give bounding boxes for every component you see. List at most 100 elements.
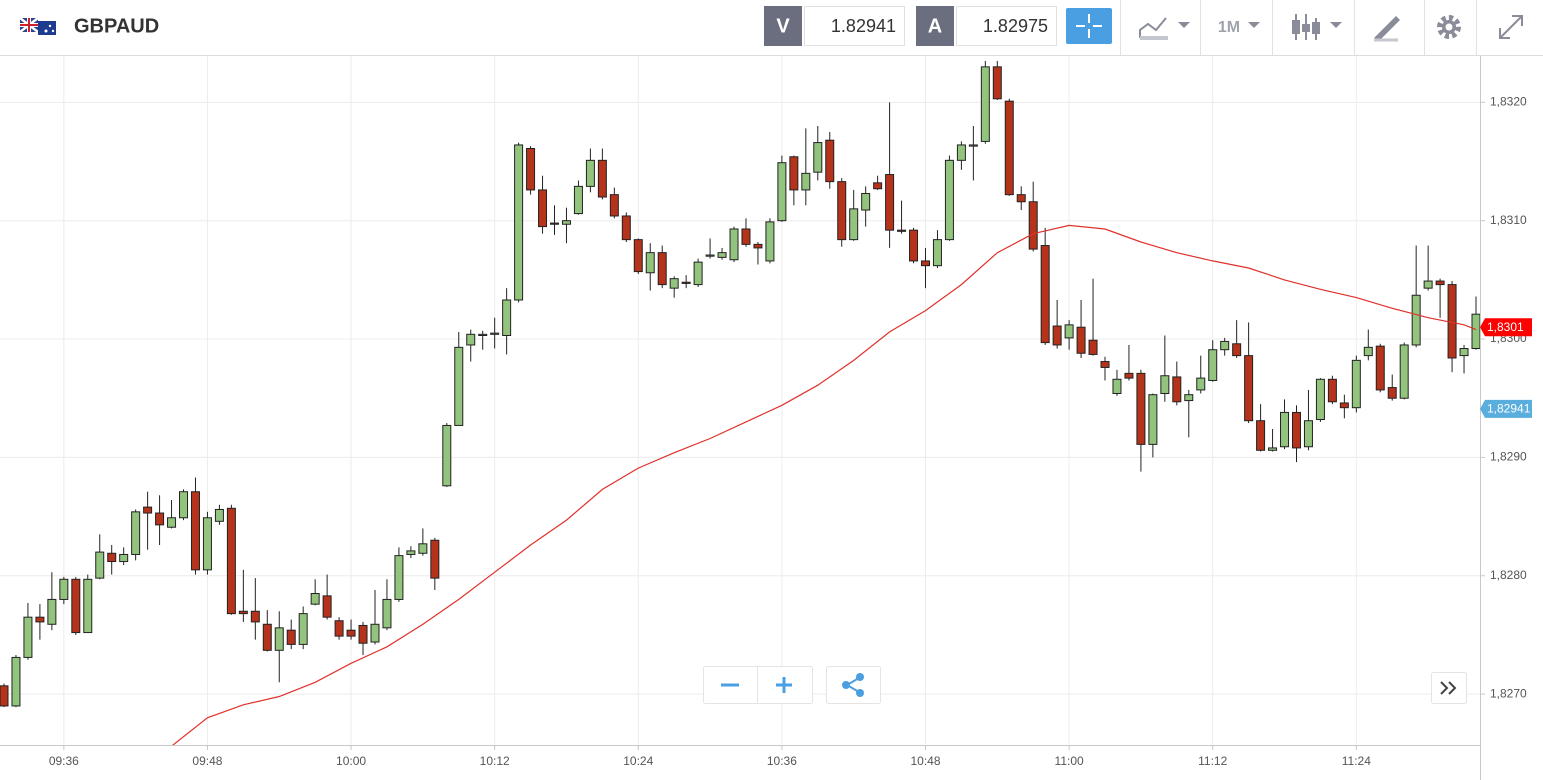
candle-body — [873, 182, 883, 190]
zoom-in-button[interactable] — [776, 677, 792, 693]
candle-body — [1136, 372, 1146, 445]
share-button[interactable] — [826, 666, 881, 704]
x-tick-label: 11:24 — [1342, 754, 1371, 768]
candle-body — [1303, 420, 1313, 448]
candle-body — [502, 299, 512, 336]
candle-body — [167, 517, 177, 528]
candle-body — [514, 144, 524, 301]
chart-type-button[interactable] — [1139, 17, 1190, 40]
candle-body — [1471, 313, 1480, 350]
candle-body — [1076, 326, 1086, 354]
candle-body — [897, 229, 907, 232]
crosshair-button[interactable] — [1066, 8, 1112, 44]
candle-body — [526, 147, 536, 191]
candle-body — [1208, 349, 1218, 381]
bid-label-box — [764, 6, 802, 46]
y-tick-label: 1,8290 — [1490, 450, 1527, 464]
candle-body — [1315, 378, 1325, 421]
candle-body — [1327, 378, 1337, 403]
candle-body — [1280, 411, 1290, 448]
candle-body — [1184, 394, 1194, 402]
bid-price: 1.82941 — [831, 16, 896, 36]
fullscreen-button[interactable] — [1499, 15, 1523, 39]
candle-body — [645, 252, 655, 274]
candle-body — [334, 620, 344, 637]
candle-body — [609, 194, 619, 217]
candle-body — [980, 66, 990, 142]
candle-body — [789, 156, 799, 191]
interval-button[interactable]: 1M — [1218, 19, 1260, 36]
candle-body — [1399, 344, 1409, 399]
candle-body — [238, 610, 248, 615]
candle-body — [214, 508, 224, 522]
candle-body — [1232, 343, 1242, 357]
x-tick-label: 10:36 — [767, 754, 797, 768]
candle-body — [621, 215, 631, 241]
price-tag-label: 1,8301 — [1487, 320, 1524, 334]
candle-body — [657, 252, 667, 286]
candle-body — [478, 333, 488, 336]
candle-body — [1088, 339, 1098, 355]
candle-body — [35, 616, 45, 623]
candle-body — [131, 511, 141, 555]
candle-body — [298, 613, 308, 645]
candle-body — [406, 550, 416, 555]
ask-box — [956, 6, 1057, 46]
candle-body — [597, 159, 607, 198]
candle-style-button[interactable] — [1292, 14, 1342, 40]
candle-body — [11, 656, 21, 707]
candle-body — [382, 598, 392, 629]
candle-body — [107, 552, 117, 563]
candle-body — [1160, 375, 1170, 394]
ask-label-box — [916, 6, 954, 46]
candle-body — [1268, 447, 1278, 451]
candle-body — [729, 228, 739, 261]
x-tick-label: 10:48 — [910, 754, 940, 768]
candle-body — [442, 424, 452, 487]
y-tick-label: 1,8310 — [1490, 213, 1527, 227]
candle-body — [1435, 280, 1445, 286]
candle-body — [346, 629, 356, 637]
y-tick-label: 1,8280 — [1490, 568, 1527, 582]
y-tick-label: 1,8320 — [1490, 95, 1527, 109]
candle-body — [274, 627, 284, 651]
candle-body — [1100, 361, 1110, 368]
price-tag — [1480, 399, 1532, 418]
price-tag-label: 1,82941 — [1487, 402, 1531, 416]
candle-body — [1148, 394, 1158, 445]
candle-body — [1004, 100, 1014, 196]
candle-body — [1196, 377, 1206, 391]
axes: 1,82701,82801,82901,83001,83101,832009:3… — [49, 95, 1532, 768]
candle-body — [801, 172, 811, 191]
flag-icon — [19, 17, 56, 35]
candle-body — [95, 551, 105, 579]
grid — [0, 56, 1480, 745]
candle-body — [585, 159, 595, 187]
candle-body — [1291, 411, 1301, 449]
candle-body — [777, 162, 787, 222]
candle-body — [944, 159, 954, 241]
candle-body — [1423, 280, 1433, 289]
candle-body — [1112, 378, 1122, 394]
y-tick-label: 1,8270 — [1490, 686, 1527, 700]
candle-body — [561, 220, 571, 225]
candle-body — [1124, 372, 1134, 379]
candle-body — [1052, 325, 1062, 346]
candle-body — [681, 281, 691, 284]
candle-body — [59, 578, 69, 600]
candle-body — [573, 185, 583, 215]
drawing-tools-button[interactable] — [1374, 16, 1400, 42]
candle-body — [741, 228, 751, 245]
candle-body — [1339, 402, 1349, 409]
candle-body — [202, 517, 212, 571]
zoom-controls — [703, 666, 813, 704]
settings-button[interactable] — [1437, 15, 1461, 39]
candle-body — [1040, 245, 1050, 344]
candle-body — [956, 144, 966, 161]
x-tick-label: 09:36 — [49, 754, 79, 768]
bid-box — [804, 6, 905, 46]
moving-average-line — [172, 224, 1477, 745]
candle-body — [358, 624, 368, 644]
scroll-latest-button[interactable] — [1431, 672, 1467, 704]
